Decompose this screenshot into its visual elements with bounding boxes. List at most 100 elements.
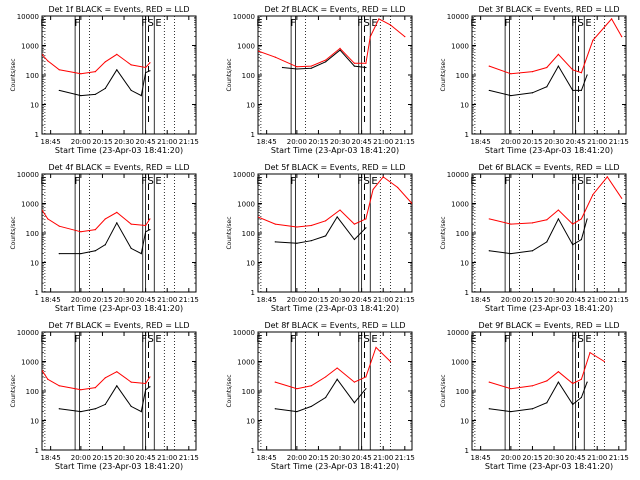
plot-frame — [471, 331, 627, 451]
data-point — [145, 389, 147, 391]
data-point — [116, 222, 118, 224]
data-point — [80, 411, 82, 413]
data-point — [104, 403, 106, 406]
data-point — [274, 241, 276, 243]
series-line — [42, 209, 151, 233]
event-marker-label: F — [290, 18, 296, 29]
data-point — [353, 223, 356, 225]
event-marker-label: E — [470, 176, 476, 187]
data-point — [580, 72, 582, 74]
data-point — [382, 176, 384, 178]
data-point — [510, 73, 512, 75]
data-point — [149, 218, 151, 220]
plot-frame — [41, 331, 197, 451]
data-point — [557, 65, 559, 67]
y-axis-label: Counts/sec — [226, 216, 233, 249]
y-axis-label: Counts/sec — [10, 216, 17, 249]
data-point — [378, 18, 380, 20]
data-point — [592, 194, 594, 196]
data-point — [580, 89, 582, 92]
data-point — [389, 24, 392, 26]
data-point — [365, 66, 367, 69]
data-point — [80, 389, 82, 391]
series-line — [275, 346, 391, 390]
series-line — [42, 53, 151, 75]
data-point — [94, 93, 96, 95]
data-point — [58, 225, 60, 227]
event-marker-label: S — [147, 18, 153, 29]
event-marker-label: F — [74, 334, 80, 345]
x-tick-label: 21:15 — [179, 296, 199, 304]
x-tick-label: 21:15 — [609, 138, 629, 146]
data-point — [296, 68, 298, 70]
panel-title: Det 2f BLACK = Events, RED = LLD — [264, 5, 405, 14]
event-marker-label: E — [371, 18, 377, 29]
data-point — [94, 229, 96, 231]
y-tick-label: 10000 — [17, 171, 39, 179]
data-point — [140, 253, 142, 255]
y-tick-label: 1 — [251, 289, 255, 297]
data-point — [546, 241, 548, 243]
x-tick-label: 20:00 — [71, 454, 91, 462]
y-tick-label: 1000 — [21, 201, 39, 209]
x-tick-label: 21:00 — [587, 296, 607, 304]
data-point — [274, 223, 276, 225]
panel-title: Det 1f BLACK = Events, RED = LLD — [48, 5, 189, 14]
event-marker-label: E — [371, 334, 377, 345]
data-point — [339, 49, 341, 51]
data-point — [310, 240, 312, 242]
x-tick-label: 21:00 — [157, 138, 177, 146]
data-point — [130, 64, 132, 66]
series-line — [489, 217, 588, 255]
x-tick-label: 20:45 — [566, 454, 586, 462]
data-point — [130, 223, 132, 225]
data-point — [510, 223, 512, 225]
data-point — [546, 66, 548, 69]
panel-title: Det 6f BLACK = Events, RED = LLD — [478, 163, 619, 172]
data-point — [572, 403, 574, 406]
data-point — [510, 95, 512, 97]
x-tick-label: 21:15 — [395, 138, 415, 146]
y-tick-label: 10 — [30, 102, 39, 110]
x-axis-label: Start Time (23-Apr-03 18:41:20) — [271, 462, 399, 471]
data-point — [557, 209, 559, 211]
data-point — [310, 385, 312, 387]
data-point — [258, 50, 259, 52]
x-tick-label: 21:15 — [179, 454, 199, 462]
data-point — [130, 405, 132, 408]
x-tick-label: 20:30 — [544, 138, 564, 146]
x-tick-label: 21:15 — [179, 138, 199, 146]
y-tick-label: 1 — [35, 131, 39, 139]
x-tick-label: 21:15 — [395, 296, 415, 304]
y-tick-label: 1 — [465, 447, 469, 455]
y-tick-label: 1000 — [237, 359, 255, 367]
event-marker-label: E — [371, 176, 377, 187]
data-point — [149, 376, 151, 378]
data-point — [58, 89, 60, 92]
data-point — [130, 89, 132, 92]
event-marker-label: E — [155, 176, 161, 187]
data-point — [325, 396, 327, 399]
x-tick-label: 21:00 — [587, 138, 607, 146]
data-point — [310, 65, 312, 67]
x-tick-label: 20:30 — [544, 296, 564, 304]
data-point — [580, 396, 582, 399]
data-point — [488, 89, 490, 92]
data-point — [592, 39, 594, 41]
plot-frame — [41, 173, 197, 293]
data-point — [411, 202, 412, 205]
data-point — [104, 61, 106, 63]
data-point — [557, 218, 559, 220]
plot-frame — [471, 15, 627, 135]
data-point — [274, 408, 276, 410]
y-axis-label: Counts/sec — [440, 374, 447, 407]
event-marker-label: S — [577, 176, 583, 187]
x-tick-label: 18:45 — [41, 138, 61, 146]
data-point — [557, 371, 559, 373]
data-point — [47, 60, 49, 62]
data-point — [546, 86, 548, 88]
panel-det-6: Det 6f BLACK = Events, RED = LLD 1 10 100 10… — [440, 163, 629, 313]
x-tick-label: 21:00 — [373, 454, 393, 462]
data-point — [310, 405, 312, 408]
series-line — [489, 18, 623, 75]
